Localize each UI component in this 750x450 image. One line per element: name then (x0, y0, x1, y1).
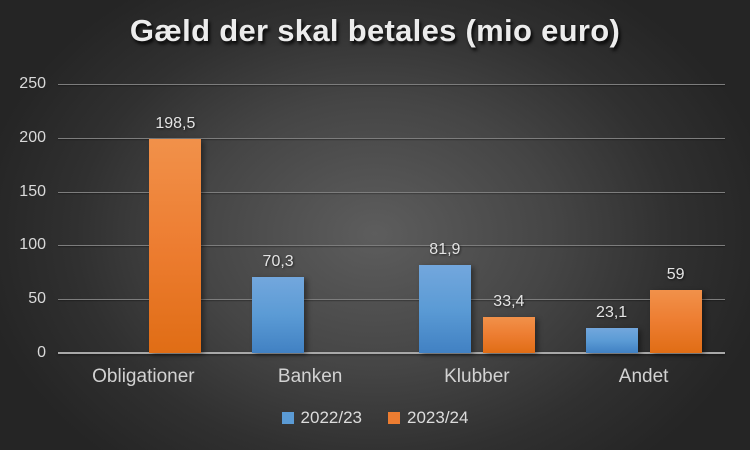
bar-2023-24-klubber (482, 317, 535, 353)
legend-item-2022-23: 2022/23 (281, 408, 362, 428)
y-axis-label: 0 (37, 344, 46, 361)
legend-swatch-orange-icon (388, 412, 400, 424)
bar-2023-24-andet (649, 289, 702, 353)
data-label: 81,9 (429, 240, 461, 258)
x-axis-line (58, 352, 725, 354)
data-label: 23,1 (596, 304, 628, 322)
chart-title: Gæld der skal betales (mio euro) (129, 13, 621, 48)
gridline (58, 84, 725, 85)
gridline (58, 245, 725, 247)
y-axis-label: 150 (19, 182, 46, 200)
legend-swatch-blue-icon (281, 412, 294, 424)
category-label: Klubber (444, 366, 510, 387)
y-axis-label: 100 (19, 236, 46, 254)
category-label: Andet (618, 366, 669, 387)
data-label: 33,4 (493, 293, 525, 311)
legend-label: 2023/24 (407, 408, 469, 427)
category-label: Obligationer (92, 366, 195, 387)
legend-item-2023-24: 2023/24 (388, 408, 468, 428)
gridline (58, 137, 725, 139)
bar-2022-23-andet (585, 328, 638, 353)
data-label: 59 (666, 265, 685, 283)
bar-2022-23-banken (252, 277, 305, 353)
data-label: 70,3 (262, 253, 294, 271)
legend: 2022/23 2023/24 (0, 408, 750, 428)
legend-label: 2022/23 (300, 408, 362, 427)
bar-2022-23-klubber (418, 264, 471, 353)
gridline (58, 299, 725, 301)
data-label: 198,5 (155, 115, 196, 133)
y-axis-label: 50 (28, 290, 46, 308)
bar-2023-24-obligationer (149, 139, 202, 353)
gridline (58, 191, 725, 193)
y-axis-label: 200 (19, 128, 46, 146)
category-label: Banken (277, 366, 343, 387)
y-axis-label: 250 (19, 75, 46, 92)
